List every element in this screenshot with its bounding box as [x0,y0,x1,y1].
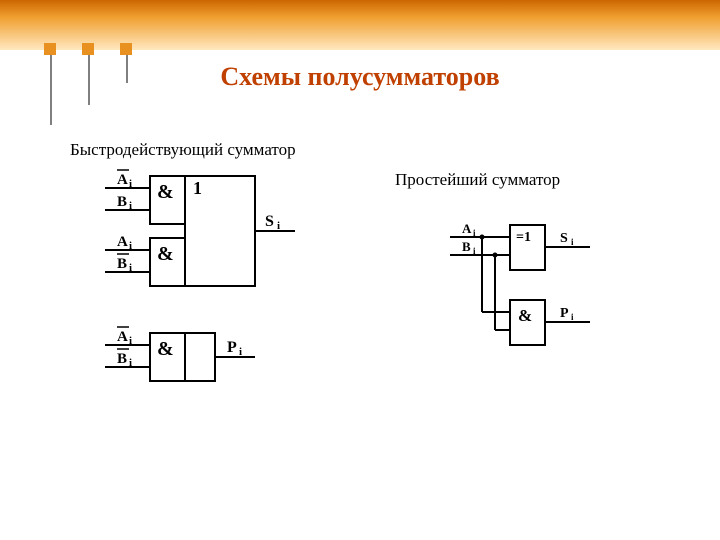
input-b1: B [117,194,127,210]
output-s-sub: i [277,220,280,232]
and-gate-2-label: & [157,243,174,265]
output-p-sub: i [239,346,242,358]
simple-adder-caption: Простейший сумматор [395,170,560,190]
simple-output-s: S [560,231,568,246]
fast-adder-caption: Быстродействующий сумматор [70,140,296,160]
input-a2-sub: i [129,240,132,252]
input-a3-sub: i [129,335,132,347]
input-b1-sub: i [129,200,132,212]
output-p: P [227,339,237,356]
accent-square-3 [120,43,132,55]
header-gradient [0,0,720,50]
input-b-bar-sub: i [129,262,132,274]
input-a-bar-sub: i [129,178,132,190]
and-gate-1-label: & [157,181,174,203]
input-a2: A [117,234,128,250]
accent-square-2 [82,43,94,55]
input-b-bar: B [117,256,127,272]
simple-input-a: A [462,221,472,236]
simple-output-p: P [560,306,569,321]
fast-adder-diagram: 1 & & A i B i A i B i S i & A i B i P i [95,168,315,428]
accent-square-1 [44,43,56,55]
page-title: Схемы полусумматоров [0,62,720,92]
xor-gate-label: =1 [516,230,531,245]
and-gate-label: & [518,306,532,325]
input-b3-sub: i [129,357,132,369]
simple-input-b: B [462,239,471,254]
simple-output-p-sub: i [571,312,574,322]
input-a3: A [117,329,128,345]
input-b3: B [117,351,127,367]
simple-output-s-sub: i [571,237,574,247]
simple-adder-diagram: =1 & A i B i S i P i [420,215,630,375]
or-gate-label: 1 [193,178,202,198]
output-s: S [265,213,274,230]
and-gate-3-label: & [157,338,174,360]
input-a-bar: A [117,172,128,188]
